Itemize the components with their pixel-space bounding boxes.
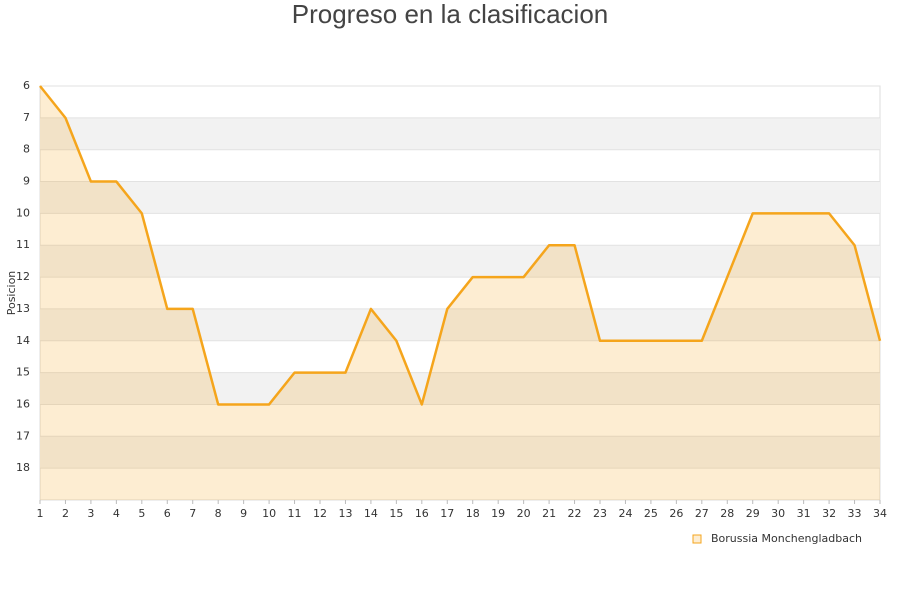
x-tick-label: 25: [644, 507, 658, 520]
x-tick-label: 22: [568, 507, 582, 520]
y-tick-label: 12: [16, 270, 30, 283]
x-tick-label: 30: [771, 507, 785, 520]
y-tick-label: 13: [16, 302, 30, 315]
x-tick-label: 2: [62, 507, 69, 520]
x-tick-label: 12: [313, 507, 327, 520]
line: [39, 85, 882, 406]
y-tick-label: 18: [16, 461, 30, 474]
x-tick-label: 16: [415, 507, 429, 520]
x-tick-label: 21: [542, 507, 556, 520]
y-tick-label: 17: [16, 429, 30, 442]
grid-band: [40, 245, 880, 278]
y-tick-label: 14: [16, 334, 30, 347]
legend-swatch: [692, 534, 702, 544]
x-tick-label: 6: [164, 507, 171, 520]
y-tick-label: 16: [16, 397, 30, 410]
y-tick-label: 7: [23, 111, 30, 124]
x-tick-label: 14: [364, 507, 378, 520]
y-tick-label: 6: [23, 79, 30, 92]
legend-label: Borussia Monchengladbach: [711, 532, 862, 545]
x-tick-label: 31: [797, 507, 811, 520]
x-tick-label: 28: [720, 507, 734, 520]
y-axis-label: Posicion: [5, 271, 18, 316]
y-tick-label: 8: [23, 143, 30, 156]
grid-band: [40, 308, 880, 341]
x-tick-label: 15: [389, 507, 403, 520]
x-tick-label: 4: [113, 507, 120, 520]
y-tick-label: 10: [16, 206, 30, 219]
x-tick-label: 19: [491, 507, 505, 520]
x-tick-label: 34: [873, 507, 887, 520]
grid-band: [40, 181, 880, 214]
x-tick-label: 13: [338, 507, 352, 520]
y-tick-label: 11: [16, 238, 30, 251]
x-tick-label: 26: [669, 507, 683, 520]
x-tick-label: 23: [593, 507, 607, 520]
x-tick-label: 7: [189, 507, 196, 520]
x-tick-label: 3: [87, 507, 94, 520]
x-tick-label: 33: [848, 507, 862, 520]
x-tick-label: 11: [288, 507, 302, 520]
x-tick-label: 32: [822, 507, 836, 520]
x-tick-label: 17: [440, 507, 454, 520]
x-tick-label: 10: [262, 507, 276, 520]
chart-title: Progreso en la clasificacion: [292, 0, 609, 29]
y-tick-label: 9: [23, 175, 30, 188]
x-tick-label: 20: [517, 507, 531, 520]
y-tick-label: 15: [16, 366, 30, 379]
x-tick-label: 18: [466, 507, 480, 520]
x-tick-label: 1: [37, 507, 44, 520]
x-tick-label: 27: [695, 507, 709, 520]
grid-band: [40, 117, 880, 150]
x-tick-label: 29: [746, 507, 760, 520]
grid-band: [40, 436, 880, 469]
grid-band: [40, 372, 880, 405]
x-tick-label: 8: [215, 507, 222, 520]
x-tick-label: 9: [240, 507, 247, 520]
x-tick-label: 5: [138, 507, 145, 520]
x-tick-label: 24: [618, 507, 632, 520]
